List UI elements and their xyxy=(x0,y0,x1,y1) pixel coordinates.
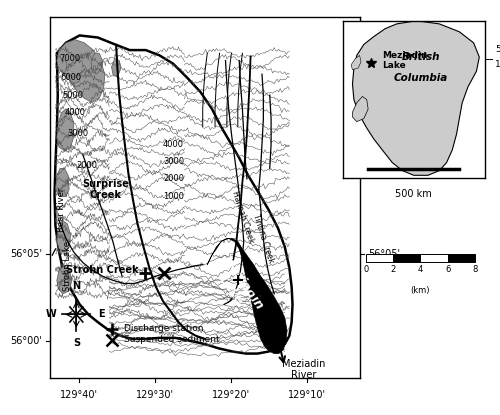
Text: British: British xyxy=(402,52,440,62)
Bar xyxy=(448,254,474,262)
Text: 4000: 4000 xyxy=(64,108,86,117)
Text: 3000: 3000 xyxy=(68,129,88,138)
Text: 500 km: 500 km xyxy=(396,189,432,199)
Polygon shape xyxy=(91,53,102,74)
Text: W: W xyxy=(46,310,57,320)
Bar xyxy=(420,254,448,262)
Polygon shape xyxy=(208,239,287,354)
Text: Meziadin
Lake: Meziadin Lake xyxy=(382,51,428,70)
Text: N: N xyxy=(72,281,80,290)
Text: 129°20': 129°20' xyxy=(212,390,250,400)
Text: Discharge station: Discharge station xyxy=(124,325,204,333)
Text: 56°: 56° xyxy=(495,45,500,54)
Polygon shape xyxy=(57,109,74,151)
Polygon shape xyxy=(57,39,104,103)
Text: E: E xyxy=(98,310,104,320)
Text: 2000: 2000 xyxy=(76,161,98,170)
Polygon shape xyxy=(56,168,69,197)
Bar xyxy=(366,254,394,262)
Text: 2: 2 xyxy=(390,265,396,274)
Text: Surprise
Creek: Surprise Creek xyxy=(82,179,129,200)
Text: 7000: 7000 xyxy=(59,54,80,63)
Text: Meziadin
Lake: Meziadin Lake xyxy=(208,253,266,320)
Bar xyxy=(394,254,420,262)
Text: 129°30': 129°30' xyxy=(136,390,174,400)
Text: 56°00': 56°00' xyxy=(10,336,42,346)
Text: 6: 6 xyxy=(445,265,450,274)
Polygon shape xyxy=(57,221,70,252)
Text: Columbia: Columbia xyxy=(394,73,448,83)
Polygon shape xyxy=(112,59,120,77)
Text: Tintina Creek: Tintina Creek xyxy=(251,213,276,264)
Text: 5000: 5000 xyxy=(62,90,84,100)
Polygon shape xyxy=(351,56,361,70)
Text: 2000: 2000 xyxy=(163,174,184,183)
Text: 8: 8 xyxy=(472,265,478,274)
Text: 56°05': 56°05' xyxy=(10,249,42,259)
Polygon shape xyxy=(352,96,368,122)
Polygon shape xyxy=(57,266,72,294)
Text: Bear River: Bear River xyxy=(57,188,66,232)
Polygon shape xyxy=(54,35,292,354)
Text: 129°10': 129°10' xyxy=(288,390,326,400)
Text: Strohn Lake: Strohn Lake xyxy=(63,241,72,290)
Text: 129°40': 129°40' xyxy=(60,390,98,400)
Text: 15': 15' xyxy=(495,61,500,69)
Text: Hannah Creek: Hannah Creek xyxy=(230,190,255,245)
Text: 4000: 4000 xyxy=(163,140,184,149)
Text: (km): (km) xyxy=(410,286,430,295)
Text: 1000: 1000 xyxy=(163,192,184,201)
Text: 3000: 3000 xyxy=(163,156,184,166)
Text: 0: 0 xyxy=(364,265,369,274)
Text: 56°15': 56°15' xyxy=(368,74,400,84)
Text: Meziadin
River: Meziadin River xyxy=(282,359,326,380)
Text: 6000: 6000 xyxy=(60,73,82,82)
Text: 4: 4 xyxy=(418,265,423,274)
Polygon shape xyxy=(352,21,480,175)
Text: Contour Interval,
500 ft (152 m): Contour Interval, 500 ft (152 m) xyxy=(366,150,449,172)
Text: Strohn Creek: Strohn Creek xyxy=(66,265,138,275)
Text: Suspended sediment: Suspended sediment xyxy=(124,335,220,344)
Text: 56°05': 56°05' xyxy=(368,249,400,259)
Text: S: S xyxy=(73,338,80,348)
